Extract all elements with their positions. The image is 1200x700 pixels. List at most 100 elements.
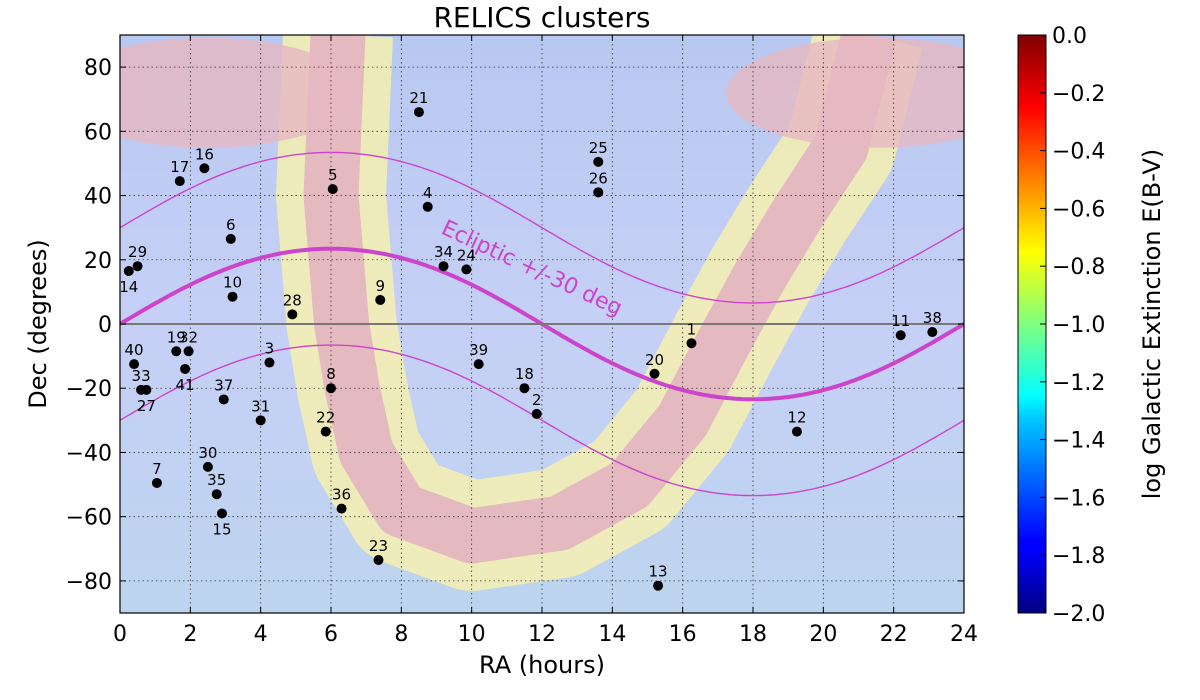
cluster-point-21 bbox=[413, 107, 424, 118]
cluster-point-13 bbox=[653, 580, 664, 591]
y-tick-labels: −80 −60 −40 −20 0 20 40 60 80 bbox=[66, 56, 964, 595]
cluster-label-4: 4 bbox=[423, 184, 433, 202]
y-tick-label: 20 bbox=[84, 249, 112, 274]
y-tick-label: −80 bbox=[66, 570, 112, 595]
cluster-point-2 bbox=[531, 408, 542, 419]
cluster-label-16: 16 bbox=[195, 145, 214, 163]
colorbar-tick-label: −1.8 bbox=[1052, 544, 1105, 569]
cluster-label-8: 8 bbox=[326, 365, 336, 383]
cluster-point-14 bbox=[123, 266, 134, 277]
cluster-point-29 bbox=[132, 261, 143, 272]
colorbar-tick-label: −0.8 bbox=[1052, 255, 1105, 280]
colorbar-tick-label: −0.6 bbox=[1052, 197, 1105, 222]
cluster-points: 1234567891011121314161718192021222324252… bbox=[119, 89, 942, 591]
ecliptic-minus-30 bbox=[120, 344, 964, 497]
cluster-label-33: 33 bbox=[132, 367, 151, 385]
cluster-point-25 bbox=[593, 156, 604, 167]
cluster-point-9 bbox=[375, 294, 386, 305]
y-axis-label: Dec (degrees) bbox=[24, 239, 52, 408]
y-tick-label: −60 bbox=[66, 506, 112, 531]
cluster-point-6 bbox=[225, 233, 236, 244]
cluster-point-31 bbox=[255, 415, 266, 426]
colorbar-label: log Galactic Extinction E(B-V) bbox=[1138, 149, 1166, 499]
cluster-label-36: 36 bbox=[332, 486, 351, 504]
cluster-point-3 bbox=[264, 357, 275, 368]
cluster-point-11 bbox=[895, 330, 906, 341]
cluster-point-37 bbox=[218, 394, 229, 405]
cluster-label-23: 23 bbox=[369, 537, 388, 555]
cluster-label-9: 9 bbox=[375, 277, 385, 295]
cluster-point-32 bbox=[183, 346, 194, 357]
x-tick-label: 24 bbox=[950, 622, 978, 647]
y-tick-label: 80 bbox=[84, 56, 112, 81]
y-tick-label: 60 bbox=[84, 120, 112, 145]
cluster-point-1 bbox=[686, 338, 697, 349]
cluster-label-12: 12 bbox=[787, 409, 806, 427]
cluster-point-10 bbox=[227, 291, 238, 302]
cluster-point-23 bbox=[373, 555, 384, 566]
cluster-label-21: 21 bbox=[409, 89, 428, 107]
colorbar-tick-label: −2.0 bbox=[1052, 602, 1105, 627]
colorbar-tick-label: −1.6 bbox=[1052, 486, 1105, 511]
x-tick-label: 12 bbox=[528, 622, 556, 647]
cluster-point-12 bbox=[791, 426, 802, 437]
y-tick-label: 40 bbox=[84, 185, 112, 210]
x-tick-label: 22 bbox=[880, 622, 908, 647]
cluster-point-40 bbox=[129, 359, 140, 370]
x-tick-label: 8 bbox=[394, 622, 408, 647]
cluster-label-25: 25 bbox=[589, 139, 608, 157]
cluster-label-37: 37 bbox=[214, 376, 233, 394]
cluster-point-35 bbox=[211, 489, 222, 500]
cluster-label-39: 39 bbox=[469, 341, 488, 359]
cluster-label-13: 13 bbox=[649, 563, 668, 581]
colorbar-tick-label: −0.4 bbox=[1052, 140, 1105, 165]
colorbar-tick-label: −1.4 bbox=[1052, 429, 1105, 454]
cluster-label-38: 38 bbox=[923, 309, 942, 327]
x-tick-label: 20 bbox=[809, 622, 837, 647]
cluster-label-35: 35 bbox=[207, 471, 226, 489]
cluster-point-39 bbox=[473, 359, 484, 370]
dust-region bbox=[120, 37, 358, 148]
cluster-point-38 bbox=[927, 327, 938, 338]
cluster-point-5 bbox=[327, 184, 338, 195]
ecliptic-plus-30 bbox=[120, 151, 964, 304]
x-tick-labels: 0 2 4 6 8 10 12 14 16 18 20 22 24 bbox=[113, 35, 978, 647]
cluster-point-7 bbox=[151, 477, 162, 488]
cluster-label-17: 17 bbox=[170, 158, 189, 176]
colorbar-tick-label: 0.0 bbox=[1052, 24, 1087, 49]
cluster-point-4 bbox=[422, 201, 433, 212]
x-tick-label: 6 bbox=[324, 622, 338, 647]
cluster-label-14: 14 bbox=[119, 278, 138, 296]
cluster-point-34 bbox=[438, 261, 449, 272]
x-tick-label: 14 bbox=[598, 622, 626, 647]
y-tick-label: −40 bbox=[66, 441, 112, 466]
cluster-label-22: 22 bbox=[316, 409, 335, 427]
cluster-label-26: 26 bbox=[589, 169, 608, 187]
cluster-point-41 bbox=[180, 363, 191, 374]
cluster-point-22 bbox=[320, 426, 331, 437]
cluster-label-29: 29 bbox=[128, 243, 147, 261]
cluster-label-30: 30 bbox=[198, 444, 217, 462]
cluster-label-6: 6 bbox=[226, 216, 236, 234]
cluster-label-2: 2 bbox=[532, 391, 542, 409]
dust-region bbox=[726, 37, 964, 148]
cluster-label-41: 41 bbox=[176, 376, 195, 394]
cluster-label-15: 15 bbox=[212, 520, 231, 538]
cluster-point-17 bbox=[174, 176, 185, 187]
x-tick-label: 18 bbox=[739, 622, 767, 647]
cluster-label-28: 28 bbox=[283, 291, 302, 309]
cluster-point-8 bbox=[326, 383, 336, 394]
x-tick-label: 16 bbox=[669, 622, 697, 647]
cluster-label-34: 34 bbox=[434, 243, 453, 261]
colorbar-tick-label: −1.2 bbox=[1052, 371, 1105, 396]
x-axis-label: RA (hours) bbox=[479, 651, 605, 679]
cluster-label-20: 20 bbox=[645, 351, 664, 369]
cluster-label-3: 3 bbox=[265, 340, 275, 358]
cluster-label-18: 18 bbox=[515, 365, 534, 383]
cluster-point-26 bbox=[593, 187, 604, 198]
x-tick-label: 2 bbox=[183, 622, 197, 647]
cluster-label-40: 40 bbox=[125, 341, 144, 359]
cluster-label-32: 32 bbox=[179, 328, 198, 346]
cluster-label-1: 1 bbox=[687, 320, 697, 338]
